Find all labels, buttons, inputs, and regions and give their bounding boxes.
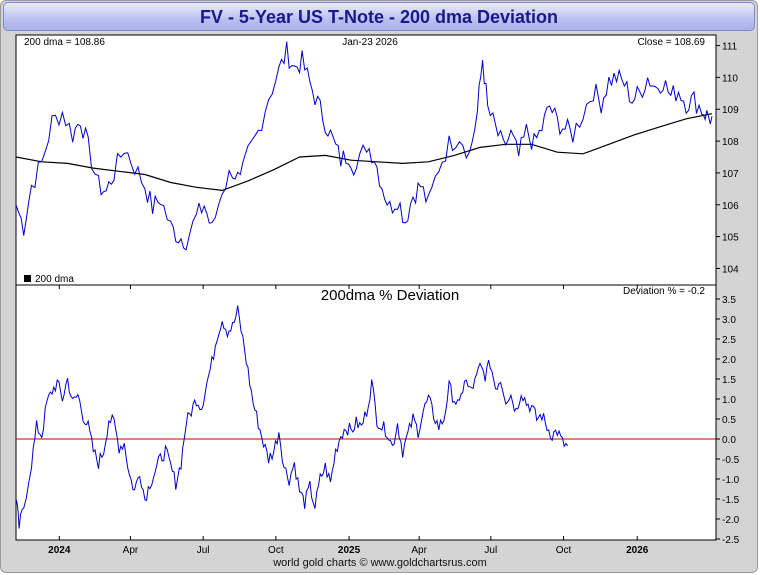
x-tick-label: 2025 <box>338 545 361 556</box>
x-tick-label: 2026 <box>626 545 649 556</box>
price-y-tick-label: 106 <box>722 201 739 212</box>
deviation-y-tick-label: 3.0 <box>722 315 736 326</box>
price-y-tick-label: 110 <box>722 73 738 84</box>
x-tick-label: 2024 <box>48 545 71 556</box>
legend-swatch <box>24 275 31 282</box>
x-axis: 2024 Apr Jul Oct 2025 Apr Jul Oct 2026 <box>48 285 649 556</box>
dma-200-line <box>15 113 713 192</box>
dma-value-label: 200 dma = 108.86 <box>24 37 105 48</box>
deviation-y-axis: 3.5 3.0 2.5 2.0 1.5 1.0 0.5 0.0 -0.5 -1.0 -1.5 -2.0… <box>716 295 740 546</box>
chart-title: FV - 5-Year US T-Note - 200 dma Deviatio… <box>199 7 559 27</box>
price-y-tick-label: 109 <box>722 105 739 116</box>
x-tick-label: Oct <box>556 545 572 556</box>
price-y-tick-label: 105 <box>722 233 739 244</box>
price-y-tick-label: 107 <box>722 169 739 180</box>
deviation-line <box>15 305 569 529</box>
price-y-tick-label: 104 <box>722 264 739 275</box>
close-value-label: Close = 108.69 <box>637 37 705 48</box>
price-line <box>15 41 713 251</box>
deviation-y-tick-label: 1.5 <box>722 375 736 386</box>
legend-label: 200 dma <box>35 274 74 285</box>
deviation-value-label: Deviation % = -0.2 <box>623 286 705 297</box>
x-tick-label: Apr <box>411 545 427 556</box>
deviation-y-tick-label: 0.0 <box>722 435 736 446</box>
deviation-y-tick-label: -2.5 <box>722 535 740 546</box>
deviation-y-tick-label: 2.0 <box>722 355 736 366</box>
deviation-y-tick-label: -1.0 <box>722 475 740 486</box>
price-y-tick-label: 108 <box>722 137 739 148</box>
deviation-y-tick-label: -2.0 <box>722 515 740 526</box>
deviation-y-tick-label: -0.5 <box>722 455 740 466</box>
deviation-y-tick-label: 3.5 <box>722 295 736 306</box>
price-panel <box>15 34 717 286</box>
deviation-y-tick-label: -1.5 <box>722 495 740 506</box>
footer-credit: world gold charts © www.goldchartsrus.co… <box>273 557 487 569</box>
deviation-y-tick-label: 2.5 <box>722 335 736 346</box>
deviation-y-tick-label: 0.5 <box>722 415 736 426</box>
deviation-panel <box>15 284 717 541</box>
date-label: Jan-23 2026 <box>342 37 398 48</box>
x-tick-label: Jul <box>484 545 497 556</box>
price-y-tick-label: 111 <box>722 42 738 53</box>
deviation-y-tick-label: 1.0 <box>722 395 736 406</box>
x-tick-label: Apr <box>123 545 139 556</box>
title-bar: FV - 5-Year US T-Note - 200 dma Deviatio… <box>3 2 755 31</box>
x-tick-label: Jul <box>197 545 210 556</box>
price-y-axis: 104 105 106 107 108 109 110 111 <box>716 42 739 275</box>
deviation-title: 200dma % Deviation <box>321 287 459 304</box>
x-tick-label: Oct <box>268 545 284 556</box>
